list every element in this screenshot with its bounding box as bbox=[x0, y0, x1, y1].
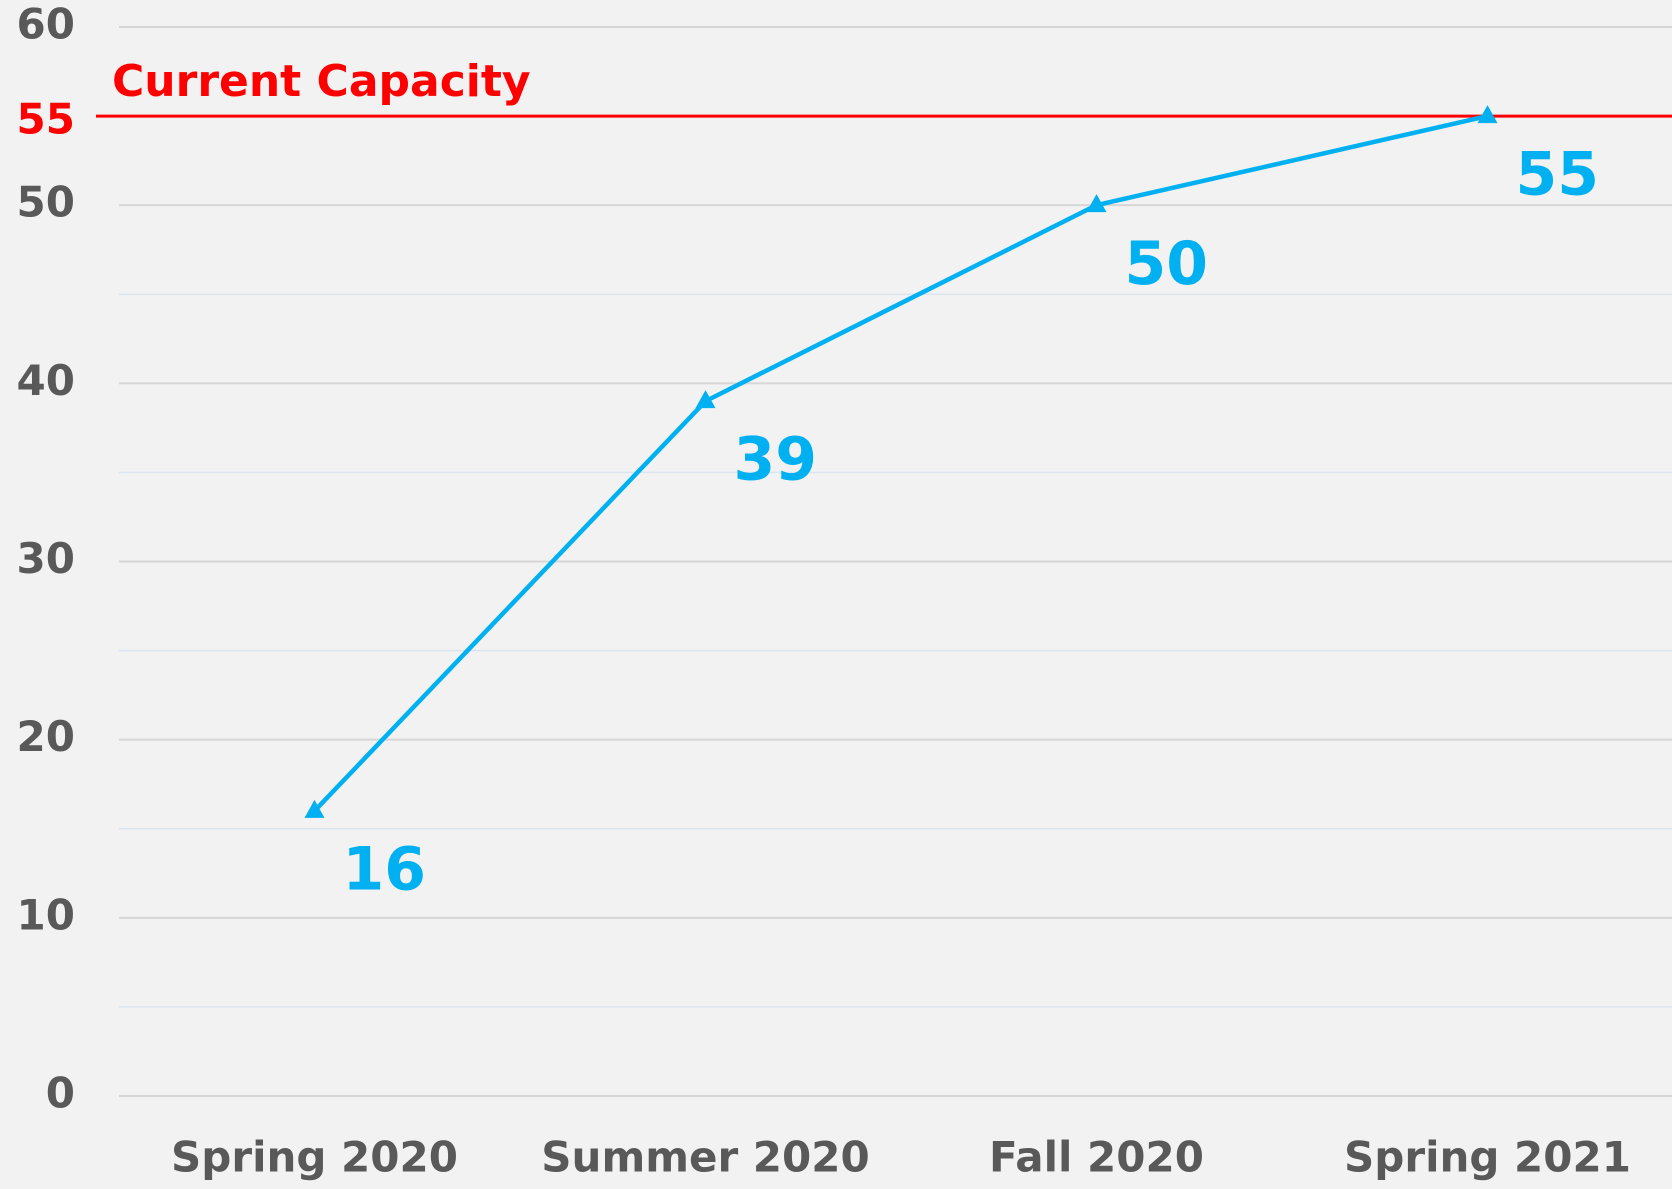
x-tick-label: Summer 2020 bbox=[541, 1133, 869, 1182]
line bbox=[312, 113, 1488, 813]
y-tick-label: 50 bbox=[17, 178, 75, 227]
data-label: 16 bbox=[343, 835, 427, 905]
x-tick-label: Spring 2020 bbox=[171, 1133, 458, 1182]
y-tick-label: 30 bbox=[17, 534, 75, 583]
data-label: 50 bbox=[1125, 229, 1209, 299]
reference-value-label: 55 bbox=[17, 95, 75, 144]
marker bbox=[304, 799, 325, 818]
reference-label: Current Capacity bbox=[112, 56, 531, 107]
y-tick-label: 0 bbox=[46, 1069, 75, 1118]
y-tick-label: 40 bbox=[17, 356, 75, 405]
marker bbox=[1086, 194, 1107, 213]
y-tick-label: 20 bbox=[17, 712, 75, 761]
data-label: 55 bbox=[1516, 140, 1600, 210]
data-label: 39 bbox=[734, 425, 818, 495]
y-tick-label: 10 bbox=[17, 890, 75, 939]
y-tick-label: 60 bbox=[17, 0, 75, 49]
x-tick-label: Spring 2021 bbox=[1344, 1133, 1631, 1182]
marker bbox=[695, 390, 716, 409]
marker bbox=[1477, 105, 1498, 124]
x-tick-label: Fall 2020 bbox=[989, 1133, 1204, 1182]
